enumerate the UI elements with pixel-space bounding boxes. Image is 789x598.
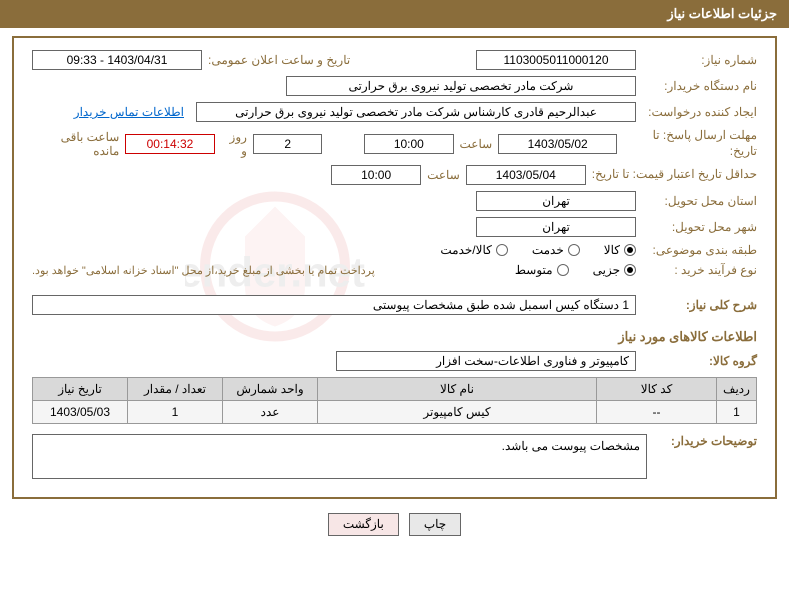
need-number-label: شماره نیاز: [642, 53, 757, 67]
process-radio-group: جزیی متوسط [515, 263, 636, 277]
remaining-label: ساعت باقی مانده [32, 130, 119, 158]
category-radio-group: کالا خدمت کالا/خدمت [440, 243, 636, 257]
radio-goods[interactable] [624, 244, 636, 256]
announce-label: تاریخ و ساعت اعلان عمومی: [208, 53, 350, 67]
radio-service-label: خدمت [532, 243, 564, 257]
radio-partial-label: جزیی [593, 263, 620, 277]
category-label: طبقه بندی موضوعی: [642, 243, 757, 257]
city-label: شهر محل تحویل: [642, 220, 757, 234]
th-row: ردیف [717, 378, 757, 401]
panel-title: جزئیات اطلاعات نیاز [667, 6, 777, 21]
radio-both[interactable] [496, 244, 508, 256]
th-qty: تعداد / مقدار [128, 378, 223, 401]
buyer-label: نام دستگاه خریدار: [642, 79, 757, 93]
panel-header: جزئیات اطلاعات نیاز [0, 0, 789, 28]
summary-field: 1 دستگاه کیس اسمبل شده طبق مشخصات پیوستی [32, 295, 636, 315]
days-label: روز و [221, 130, 247, 158]
back-button[interactable]: بازگشت [328, 513, 399, 536]
creator-label: ایجاد کننده درخواست: [642, 105, 757, 119]
announce-field: 1403/04/31 - 09:33 [32, 50, 202, 70]
td-qty: 1 [128, 401, 223, 424]
province-label: استان محل تحویل: [642, 194, 757, 208]
td-name: کیس کامپیوتر [318, 401, 597, 424]
group-field: کامپیوتر و فناوری اطلاعات-سخت افزار [336, 351, 636, 371]
radio-service[interactable] [568, 244, 580, 256]
deadline-date-field: 1403/05/02 [498, 134, 617, 154]
contact-link[interactable]: اطلاعات تماس خریدار [74, 105, 184, 119]
td-code: -- [597, 401, 717, 424]
time-label-1: ساعت [460, 137, 493, 151]
table-row: 1 -- کیس کامپیوتر عدد 1 1403/05/03 [33, 401, 757, 424]
td-unit: عدد [223, 401, 318, 424]
button-bar: چاپ بازگشت [0, 513, 789, 536]
items-table: ردیف کد کالا نام کالا واحد شمارش تعداد /… [32, 377, 757, 424]
valid-date-field: 1403/05/04 [466, 165, 586, 185]
th-code: کد کالا [597, 378, 717, 401]
time-label-2: ساعت [427, 168, 460, 182]
valid-time-field: 10:00 [331, 165, 421, 185]
buyer-field: شرکت مادر تخصصی تولید نیروی برق حرارتی [286, 76, 636, 96]
items-section-title: اطلاعات کالاهای مورد نیاز [32, 329, 757, 345]
radio-medium[interactable] [557, 264, 569, 276]
creator-field: عبدالرحیم قادری کارشناس شرکت مادر تخصصی … [196, 102, 636, 122]
process-label: نوع فرآیند خرید : [642, 263, 757, 277]
td-date: 1403/05/03 [33, 401, 128, 424]
valid-label: حداقل تاریخ اعتبار قیمت: تا تاریخ: [592, 167, 757, 183]
remaining-time-field: 00:14:32 [125, 134, 214, 154]
city-field: تهران [476, 217, 636, 237]
th-date: تاریخ نیاز [33, 378, 128, 401]
summary-label: شرح کلی نیاز: [642, 298, 757, 312]
content-panel: AriaTender.net شماره نیاز: 1103005011000… [12, 36, 777, 499]
desc-box: مشخصات پیوست می باشد. [32, 434, 647, 479]
deadline-label: مهلت ارسال پاسخ: تا تاریخ: [623, 128, 757, 159]
process-note: پرداخت تمام یا بخشی از مبلغ خرید،از محل … [32, 264, 375, 277]
desc-label: توضیحات خریدار: [657, 434, 757, 448]
th-name: نام کالا [318, 378, 597, 401]
table-header-row: ردیف کد کالا نام کالا واحد شمارش تعداد /… [33, 378, 757, 401]
radio-goods-label: کالا [604, 243, 620, 257]
td-row: 1 [717, 401, 757, 424]
radio-both-label: کالا/خدمت [440, 243, 491, 257]
th-unit: واحد شمارش [223, 378, 318, 401]
group-label: گروه کالا: [642, 354, 757, 368]
radio-medium-label: متوسط [515, 263, 553, 277]
province-field: تهران [476, 191, 636, 211]
print-button[interactable]: چاپ [409, 513, 461, 536]
days-field: 2 [253, 134, 323, 154]
radio-partial[interactable] [624, 264, 636, 276]
deadline-time-field: 10:00 [364, 134, 453, 154]
need-number-field: 1103005011000120 [476, 50, 636, 70]
